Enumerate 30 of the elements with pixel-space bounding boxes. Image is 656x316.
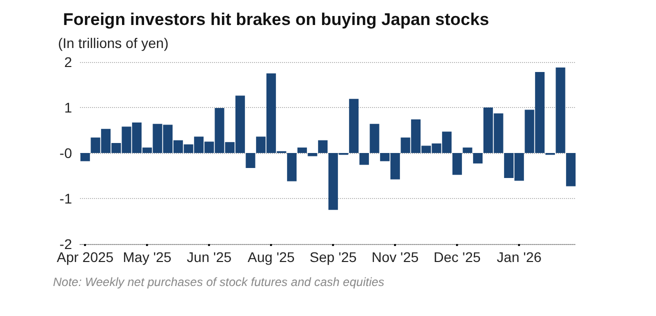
x-tick-label: Jun '25 <box>186 249 232 265</box>
y-axis-title: (In trillions of yen) <box>58 35 168 51</box>
bar <box>349 98 359 153</box>
bar <box>287 153 297 182</box>
bar <box>462 148 472 153</box>
bar <box>370 124 380 153</box>
bar <box>359 153 369 165</box>
x-tick-label: Apr 2025 <box>56 249 114 265</box>
x-tick-label: Aug '25 <box>248 249 295 265</box>
bar <box>452 153 462 175</box>
bar <box>297 148 307 153</box>
bar <box>318 140 328 153</box>
bar <box>80 153 90 162</box>
y-tick-label: -2 <box>60 236 72 252</box>
y-tick-label: -0 <box>60 145 72 161</box>
x-tick-label: May '25 <box>122 249 172 265</box>
chart-title: Foreign investors hit brakes on buying Japan stocks <box>63 10 490 29</box>
bar <box>556 67 566 153</box>
bar <box>308 153 318 156</box>
y-tick-label: 1 <box>64 100 72 116</box>
bar <box>246 153 256 168</box>
x-tick-label: Nov '25 <box>372 249 419 265</box>
bar <box>566 153 576 186</box>
x-tick-label: Jan '26 <box>496 249 542 265</box>
bar <box>473 153 483 164</box>
y-tick-label: 2 <box>64 54 72 70</box>
x-tick-label: Sep '25 <box>310 249 357 265</box>
text: Note: Weekly net purchases of stock futures and cash equities <box>53 275 384 289</box>
x-tick-label: Dec '25 <box>434 249 481 265</box>
y-tick-label: -1 <box>60 190 72 206</box>
